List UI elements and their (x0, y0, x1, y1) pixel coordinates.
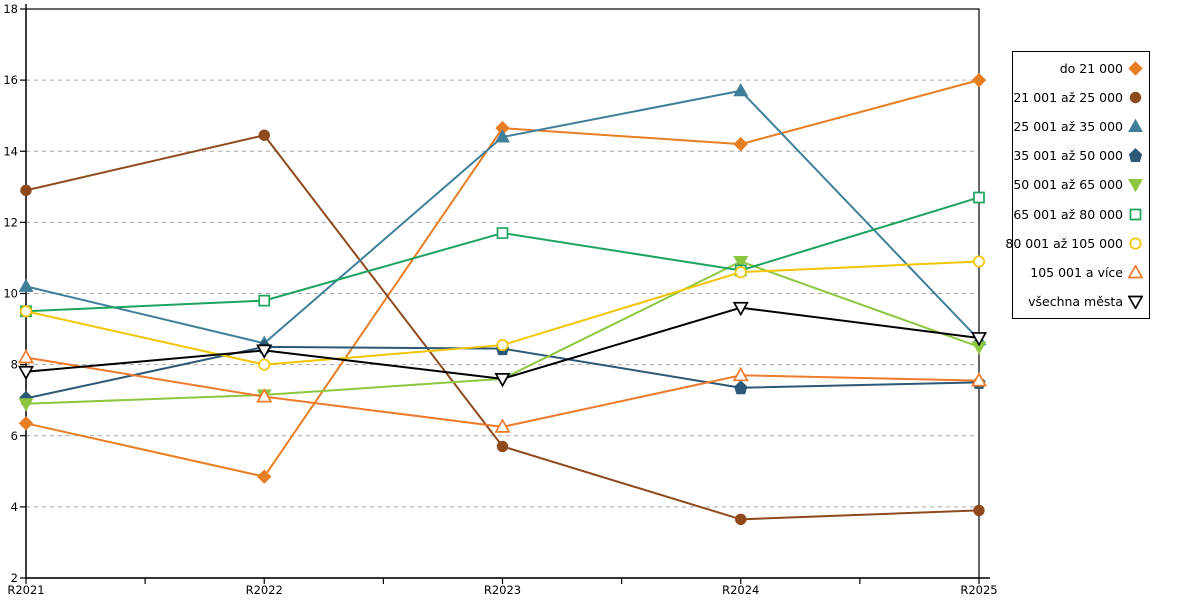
legend-item-label: do 21 000 (1059, 61, 1123, 77)
legend-item-vsechna-mesta: všechna města (1017, 288, 1143, 314)
y-axis-label-16: 16 (3, 73, 18, 87)
y-axis-label-18: 18 (3, 2, 18, 16)
series-65-001-az-80-000-marker (258, 294, 271, 307)
series-25-001-az-35-000-marker (495, 129, 510, 143)
x-axis-label-r2024: R2024 (722, 583, 759, 597)
series-do-21-000-marker (18, 416, 34, 431)
series-vsechna-mesta-marker (494, 373, 511, 388)
series-80-001-az-105-000-marker (496, 339, 509, 352)
legend-item-21-001-az-25-000: 21 001 až 25 000 (1013, 85, 1143, 111)
legend-item-80-001-az-105-000: 80 001 až 105 000 (1005, 230, 1143, 256)
triangle-up-marker-icon (1128, 264, 1143, 279)
series-21-001-az-25-000-marker (973, 504, 985, 517)
y-axis-label-6: 6 (11, 429, 18, 443)
diamond-marker-icon (1128, 61, 1143, 76)
y-axis-label-2: 2 (11, 571, 18, 585)
series-80-001-az-105-000-marker (972, 255, 986, 268)
series-vsechna-mesta-marker (17, 365, 35, 381)
series-21-001-az-25-000-marker (735, 513, 747, 526)
legend: do 21 000 21 001 až 25 000 25 001 až 35 00… (1005, 51, 1150, 319)
triangle-up-marker-icon (1128, 119, 1143, 133)
circle-marker-icon (1129, 237, 1142, 250)
pentagon-marker-icon (1128, 148, 1143, 163)
legend-item-label: 25 001 až 35 000 (1013, 119, 1123, 135)
series-21-001-az-25-000-marker (258, 129, 270, 141)
legend-item-label: všechna města (1028, 293, 1123, 309)
series-50-001-az-65-000-marker (733, 255, 749, 270)
series-25-001-az-35-000-marker (733, 82, 749, 97)
legend-item-label: 35 001 až 50 000 (1013, 148, 1123, 164)
x-axis-label-r2025: R2025 (960, 583, 997, 597)
series-80-001-az-105-000-marker (734, 266, 747, 279)
series-65-001-az-80-000-marker (973, 191, 985, 204)
y-axis-label-8: 8 (11, 358, 18, 372)
y-axis-label-14: 14 (3, 144, 18, 158)
triangle-down-marker-icon (1128, 295, 1143, 309)
legend-item-50-001-az-65-000: 50 001 až 65 000 (1013, 172, 1143, 198)
legend-item-label: 65 001 až 80 000 (1013, 206, 1123, 222)
x-axis-label-r2022: R2022 (246, 583, 283, 597)
series-do-21-000-marker (971, 72, 987, 88)
series-35-001-az-50-000-marker (734, 380, 748, 395)
series-65-001-az-80-000-marker (496, 227, 509, 239)
series-105-001-a-vice-marker (970, 372, 988, 387)
y-axis-label-12: 12 (3, 215, 18, 229)
series-65-001-az-80-000-line (25, 196, 980, 313)
legend-item-35-001-az-50-000: 35 001 až 50 000 (1013, 143, 1143, 169)
series-21-001-az-25-000-marker (20, 184, 32, 197)
square-marker-icon (1129, 208, 1142, 220)
series-80-001-az-105-000-marker (19, 305, 33, 318)
legend-item-label: 80 001 až 105 000 (1005, 235, 1123, 251)
legend-item-65-001-az-80-000: 65 001 až 80 000 (1013, 201, 1143, 227)
series-105-001-a-vice-marker (17, 348, 35, 364)
series-vsechna-mesta-marker (732, 301, 749, 317)
legend-item-label: 105 001 a více (1030, 264, 1123, 280)
series-105-001-a-vice-marker (732, 366, 749, 382)
x-axis-label-r2021: R2021 (7, 583, 44, 597)
series-do-21-000-marker (733, 136, 748, 152)
circle-marker-icon (1129, 91, 1142, 104)
legend-item-label: 21 001 až 25 000 (1013, 90, 1123, 106)
series-21-001-az-25-000-marker (496, 440, 509, 453)
series-do-21-000-marker (257, 469, 272, 484)
series-vsechna-mesta-marker (970, 332, 988, 347)
series-105-001-a-vice-marker (494, 418, 511, 433)
series-vsechna-mesta-marker (256, 344, 273, 359)
legend-item-25-001-az-35-000: 25 001 až 35 000 (1013, 114, 1143, 140)
x-axis-label-r2023: R2023 (484, 583, 521, 597)
y-axis-label-4: 4 (11, 500, 18, 514)
legend-item-105-001-a-vice: 105 001 a více (1017, 259, 1143, 285)
series-105-001-a-vice-marker (256, 388, 273, 403)
y-axis-label-10: 10 (3, 287, 18, 301)
series-50-001-az-65-000-marker (18, 398, 34, 412)
series-25-001-az-35-000-marker (18, 278, 34, 292)
series-21-001-az-25-000-line (25, 134, 980, 521)
triangle-down-marker-icon (1128, 179, 1143, 193)
legend-item-label: 50 001 až 65 000 (1013, 177, 1123, 193)
series-80-001-az-105-000-marker (258, 358, 271, 371)
legend-item-do-21-000: do 21 000 (1017, 56, 1143, 82)
